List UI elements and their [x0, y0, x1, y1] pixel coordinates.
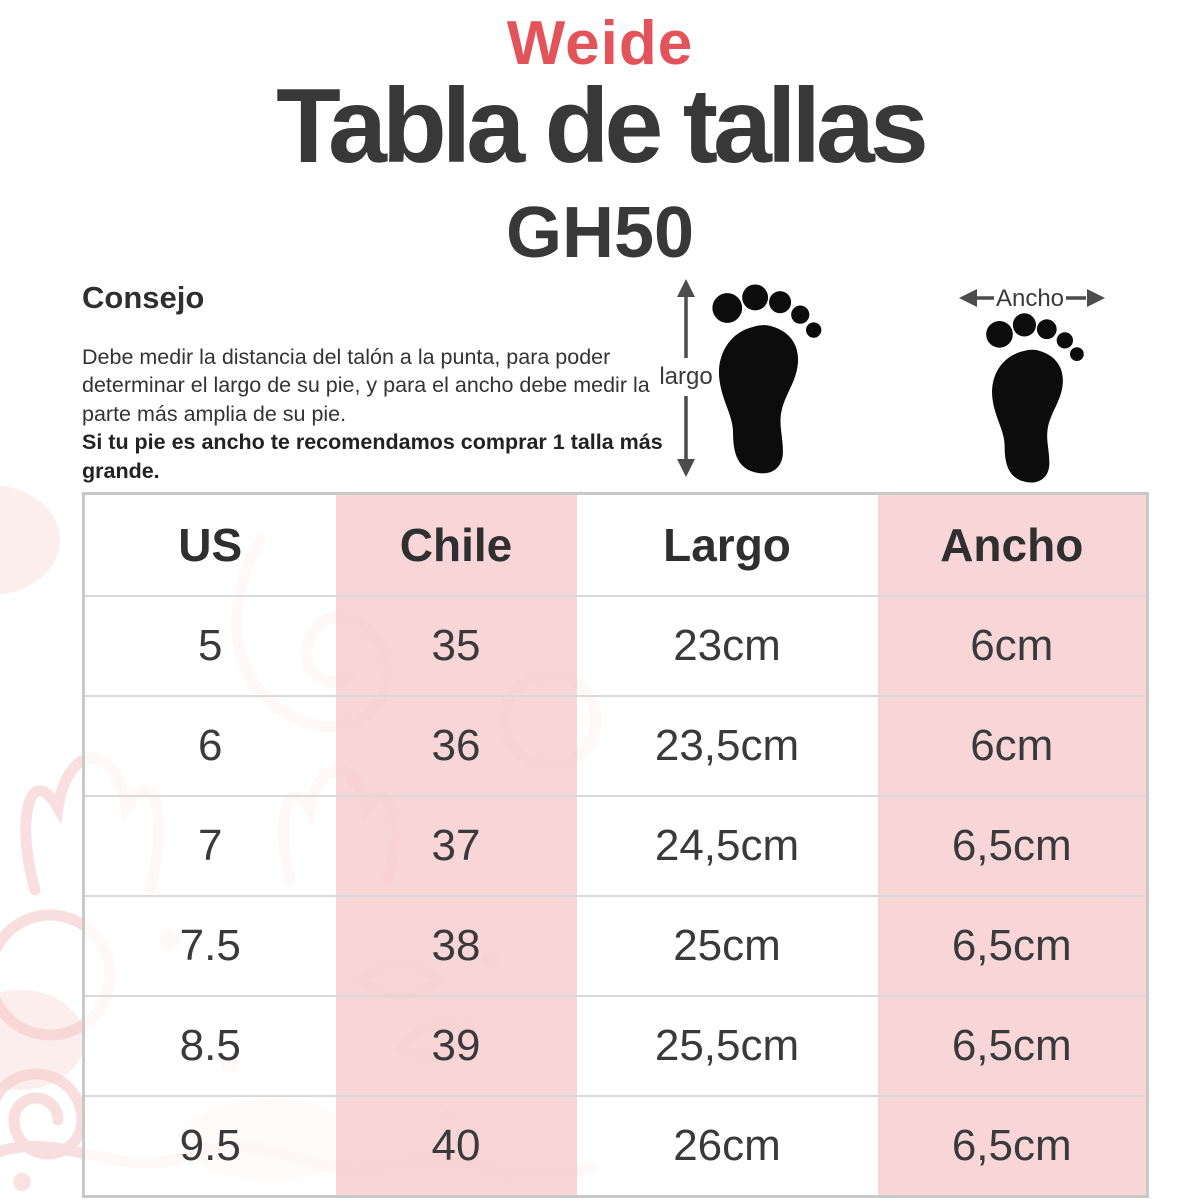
table-cell: 7.5 [83, 895, 336, 996]
table-cell: 6cm [877, 695, 1148, 796]
advice-note: Si tu pie es ancho te recomendamos compr… [82, 430, 663, 483]
column-header-largo: Largo [576, 493, 878, 596]
table-cell: 6,5cm [877, 795, 1148, 896]
advice-section: Consejo Debe medir la distancia del taló… [82, 280, 702, 485]
column-header-us: US [83, 493, 336, 596]
table-cell: 5 [83, 595, 336, 696]
table-cell: 23,5cm [576, 695, 878, 796]
table-cell: 6 [83, 695, 336, 796]
page-title: Tabla de tallas [276, 67, 929, 185]
table-cell: 25,5cm [576, 995, 878, 1096]
table-cell: 23cm [576, 595, 878, 696]
table-row: 7 37 24,5cm 6,5cm [83, 795, 1148, 896]
width-arrow-icon [959, 289, 1105, 307]
footprint-icon [712, 284, 822, 474]
table-row: 8.5 39 25,5cm 6,5cm [83, 995, 1148, 1096]
model-code: GH50 [505, 193, 695, 273]
table-cell: 36 [335, 695, 577, 796]
table-row: 9.5 40 26cm 6,5cm [83, 1095, 1148, 1197]
table-cell: 7 [83, 795, 336, 896]
table-cell: 6,5cm [877, 1095, 1148, 1197]
table-cell: 40 [335, 1095, 577, 1197]
table-row: 6 36 23,5cm 6cm [83, 695, 1148, 796]
table-cell: 39 [335, 995, 577, 1096]
foot-length-diagram: largo [648, 278, 838, 483]
table-cell: 24,5cm [576, 795, 878, 896]
size-table-header-row: US Chile Largo Ancho [83, 493, 1148, 596]
size-table-body: 5 35 23cm 6cm 6 36 23,5cm 6cm 7 37 24,5cm 6,5cm 7.5 3… [83, 595, 1148, 1197]
size-table: US Chile Largo Ancho 5 35 23cm 6cm 6 36 23,5cm 6cm… [82, 492, 1149, 1198]
length-arrow-icon [677, 279, 695, 477]
table-cell: 6,5cm [877, 895, 1148, 996]
length-label: largo [659, 363, 712, 390]
table-cell: 9.5 [83, 1095, 336, 1197]
table-cell: 26cm [576, 1095, 878, 1197]
column-header-chile: Chile [335, 493, 577, 596]
table-cell: 8.5 [83, 995, 336, 1096]
table-cell: 25cm [576, 895, 878, 996]
foot-width-diagram: Ancho [958, 282, 1108, 492]
footprint-icon [986, 313, 1084, 483]
table-cell: 6,5cm [877, 995, 1148, 1096]
advice-heading: Consejo [82, 280, 205, 315]
table-row: 5 35 23cm 6cm [83, 595, 1148, 696]
table-row: 7.5 38 25cm 6,5cm [83, 895, 1148, 996]
advice-body: Debe medir la distancia del talón a la p… [82, 345, 650, 426]
table-cell: 35 [335, 595, 577, 696]
brand-logo: Weide [506, 9, 694, 78]
table-cell: 38 [335, 895, 577, 996]
table-cell: 37 [335, 795, 577, 896]
width-label: Ancho [996, 285, 1064, 312]
column-header-ancho: Ancho [877, 493, 1148, 596]
table-cell: 6cm [877, 595, 1148, 696]
